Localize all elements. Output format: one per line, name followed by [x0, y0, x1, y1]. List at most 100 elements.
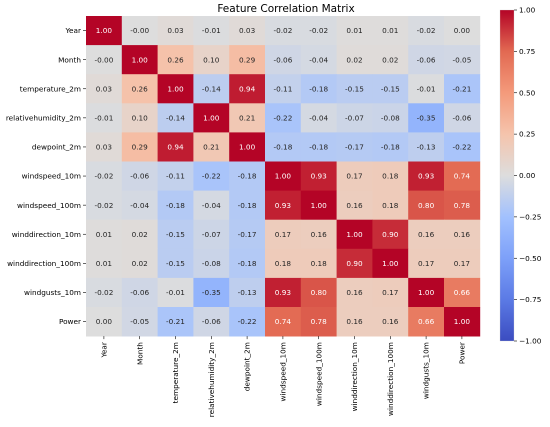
cell-annotation: -0.07	[202, 230, 221, 239]
cell-annotation: 0.02	[346, 55, 362, 64]
cell-annotation: 0.02	[132, 230, 148, 239]
cell-annotation: 0.17	[454, 259, 471, 268]
cell-annotation: 0.03	[96, 143, 113, 152]
cell-annotation: -0.18	[309, 143, 328, 152]
heatmap-cell	[193, 161, 230, 191]
heatmap-cell	[121, 248, 158, 279]
heatmap-cell	[121, 277, 158, 308]
heatmap-cell	[372, 74, 409, 104]
cell-annotation: 1.00	[454, 317, 471, 326]
cell-annotation: -0.01	[94, 113, 113, 122]
heatmap-cell	[265, 45, 302, 75]
cell-annotation: 0.18	[382, 201, 399, 210]
y-tick-label: windspeed_100m	[17, 201, 81, 210]
heatmap-cell	[157, 103, 194, 133]
cell-annotation: -0.05	[452, 55, 471, 64]
cell-annotations: 1.00 -0.00 0.03 -0.01 0.03 -0.02 -0.02 0.01 0.01…	[94, 26, 471, 326]
heatmap-cell	[444, 45, 481, 75]
heatmap-cell	[229, 161, 266, 191]
heatmap-cell	[86, 132, 123, 162]
heatmap-cell	[193, 132, 230, 162]
heatmap-cell	[300, 190, 337, 221]
cell-annotation: -0.22	[452, 143, 471, 152]
cell-annotation: -0.02	[417, 26, 436, 35]
colorbar-tick-label: 0.50	[519, 88, 536, 97]
cell-annotation: 0.80	[418, 201, 435, 210]
cell-annotation: 0.01	[346, 26, 362, 35]
cell-annotation: 0.03	[167, 26, 184, 35]
heatmap-cell	[372, 161, 409, 191]
heatmap-cell	[336, 190, 373, 221]
y-axis-tick-labels: Year Month temperature_2m relativehumidity_…	[6, 26, 86, 326]
y-tick-label: relativehumidity_2m	[6, 113, 81, 122]
cell-annotation: 0.26	[167, 55, 184, 64]
cell-annotation: 0.78	[454, 201, 471, 210]
heatmap-cell	[336, 16, 373, 46]
heatmap-cell	[86, 307, 123, 337]
heatmap-cell	[300, 74, 337, 104]
heatmap-cell	[157, 307, 194, 337]
cell-annotation: 0.17	[418, 259, 435, 268]
heatmap-cell	[408, 248, 445, 279]
cell-annotation: -0.22	[273, 113, 292, 122]
heatmap-cell	[157, 132, 194, 162]
colorbar-tick-label: −0.25	[519, 212, 541, 221]
heatmap-cell	[336, 307, 373, 337]
cell-annotation: -0.17	[345, 143, 364, 152]
cell-annotation: -0.04	[202, 201, 221, 210]
cell-annotation: 0.18	[311, 259, 328, 268]
heatmap-cell	[86, 277, 123, 308]
cell-annotation: -0.11	[273, 84, 292, 93]
heatmap-cell	[121, 16, 158, 46]
cell-annotation: -0.02	[273, 26, 292, 35]
cell-annotation: 0.66	[418, 317, 435, 326]
x-tick-label: windspeed_100m	[314, 342, 323, 406]
heatmap-cell	[336, 74, 373, 104]
cell-annotation: -0.13	[238, 288, 257, 297]
cell-annotation: 0.93	[418, 172, 435, 181]
x-axis-tick-labels: Year Month temperature_2m relativehumidity_…	[100, 336, 467, 417]
heatmap-cell	[372, 103, 409, 133]
heatmap-cell	[372, 307, 409, 337]
heatmap-cell	[372, 248, 409, 279]
heatmap-cell	[372, 219, 409, 250]
cell-annotation: -0.01	[417, 84, 436, 93]
colorbar-tick-label: 1.00	[519, 6, 536, 15]
colorbar-tick-label: 0.75	[519, 47, 535, 56]
cell-annotation: 0.16	[346, 201, 363, 210]
heatmap-cell	[444, 219, 481, 250]
heatmap-cell	[444, 16, 481, 46]
cell-annotation: -0.14	[166, 113, 185, 122]
heatmap-cell	[86, 16, 123, 46]
cell-annotation: 0.17	[382, 288, 399, 297]
heatmap-cell	[408, 45, 445, 75]
colorbar-tick-label: 0.25	[519, 130, 535, 139]
heatmap-cell	[193, 45, 230, 75]
heatmap-cell	[372, 16, 409, 46]
cell-annotation: -0.02	[94, 288, 113, 297]
y-tick-label: dewpoint_2m	[32, 143, 81, 152]
cell-annotation: -0.05	[130, 317, 149, 326]
cell-annotation: 1.00	[132, 55, 149, 64]
cell-annotation: 1.00	[203, 113, 220, 122]
heatmap-cell	[265, 190, 302, 221]
heatmap-cell	[408, 190, 445, 221]
cell-annotation: -0.08	[202, 259, 221, 268]
cell-annotation: 0.18	[382, 172, 399, 181]
cell-annotation: -0.06	[417, 55, 436, 64]
heatmap-cell	[408, 103, 445, 133]
heatmap-cell	[300, 16, 337, 46]
cell-annotation: -0.15	[166, 230, 185, 239]
heatmap-cell	[336, 219, 373, 250]
cell-annotation: 0.66	[454, 288, 471, 297]
cell-annotation: 0.16	[382, 317, 399, 326]
cell-annotation: 0.29	[132, 143, 149, 152]
heatmap-cell	[408, 161, 445, 191]
cell-annotation: 0.26	[132, 84, 149, 93]
heatmap-cell	[229, 190, 266, 221]
heatmap-cell	[408, 307, 445, 337]
cell-annotation: 1.00	[239, 143, 256, 152]
cell-annotation: -0.18	[238, 201, 257, 210]
cell-annotation: 0.01	[96, 259, 112, 268]
x-tick-label: temperature_2m	[171, 342, 180, 403]
